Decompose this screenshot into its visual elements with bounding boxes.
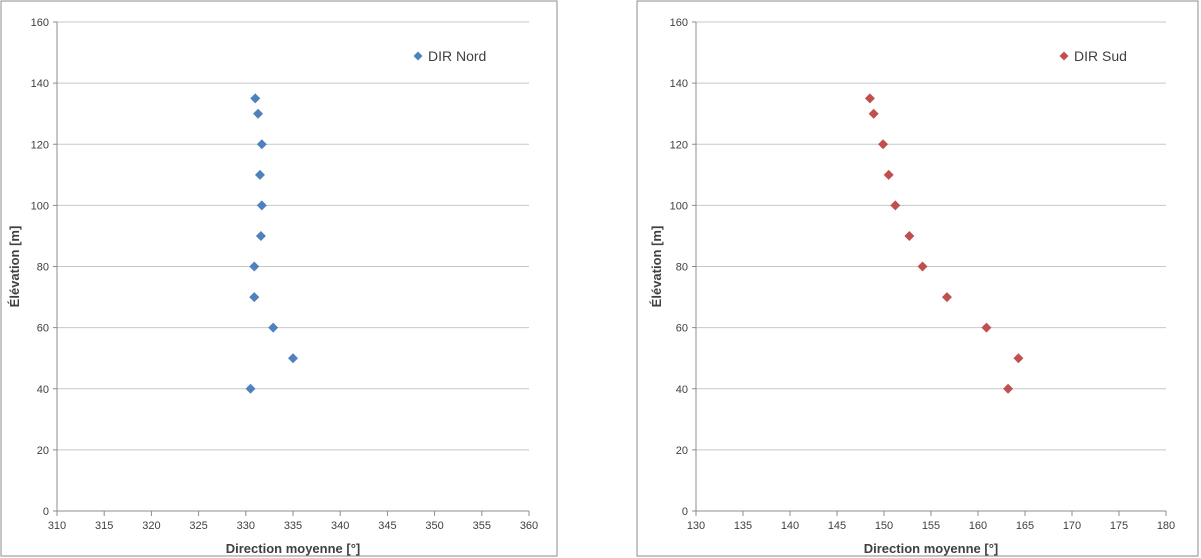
x-tick-label: 335: [284, 520, 302, 532]
x-tick-label: 175: [1110, 520, 1128, 532]
y-tick-label: 100: [31, 200, 49, 212]
x-tick-label: 140: [781, 520, 799, 532]
x-tick-label: 150: [875, 520, 893, 532]
y-tick-label: 120: [670, 139, 688, 151]
data-point: [245, 383, 256, 394]
x-tick-label: 360: [520, 520, 538, 532]
y-tick-label: 100: [670, 200, 688, 212]
y-tick-label: 40: [676, 384, 688, 396]
legend-marker: [1059, 51, 1069, 61]
x-tick-label: 130: [687, 520, 705, 532]
x-tick-label: 345: [378, 520, 396, 532]
data-point: [288, 353, 298, 364]
y-tick-label: 40: [37, 384, 49, 396]
y-tick-label: 60: [37, 323, 49, 335]
x-tick-label: 350: [425, 520, 443, 532]
y-tick-label: 0: [682, 506, 688, 518]
chart-panel-nord: 0 20 40 60 80 100 120 140 160 310 315 320 325 330 335 3…: [0, 0, 560, 558]
data-point: [864, 93, 875, 104]
x-tick-label: 135: [734, 520, 752, 532]
y-tick-label: 20: [676, 445, 688, 457]
y-tick-label: 80: [37, 262, 49, 274]
data-point: [254, 169, 265, 180]
chart-frame: [0, 0, 558, 557]
chart-svg-nord: 0 20 40 60 80 100 120 140 160 310 315 320 325 330 335 3…: [0, 0, 558, 557]
y-tick-label: 80: [676, 262, 688, 274]
data-point: [1013, 353, 1024, 364]
y-tick-label: 140: [31, 78, 49, 90]
legend-label: DIR Sud: [1074, 48, 1127, 64]
data-point: [883, 169, 894, 180]
data-point: [249, 292, 260, 303]
data-point: [904, 230, 915, 241]
x-tick-label: 330: [237, 520, 255, 532]
data-point: [890, 200, 901, 211]
y-tick-label: 0: [43, 506, 49, 518]
x-tick-label: 165: [1016, 520, 1034, 532]
y-tick-label: 120: [31, 139, 49, 151]
x-tick-label: 155: [922, 520, 940, 532]
y-tick-label: 160: [670, 17, 688, 29]
x-tick-label: 170: [1063, 520, 1081, 532]
legend-marker: [413, 51, 423, 61]
x-tick-label: 180: [1157, 520, 1175, 532]
data-point: [917, 261, 928, 272]
x-tick-label: 145: [828, 520, 846, 532]
x-axis-title: Direction moyenne [°]: [864, 541, 999, 556]
chart-panel-sud: 0 20 40 60 80 100 120 140 160 130 135 140 145 150 155 1…: [636, 0, 1201, 558]
x-tick-label: 315: [95, 520, 113, 532]
y-tick-label: 160: [31, 17, 49, 29]
data-point: [981, 322, 992, 333]
data-point: [268, 322, 279, 333]
data-point: [255, 230, 266, 241]
y-axis-title: Élévation [m]: [649, 226, 664, 308]
y-tick-label: 20: [37, 445, 49, 457]
x-tick-label: 160: [969, 520, 987, 532]
data-point: [256, 139, 267, 150]
x-axis-title: Direction moyenne [°]: [226, 541, 361, 556]
data-point: [249, 261, 260, 272]
data-point: [253, 108, 264, 119]
data-point: [868, 108, 879, 119]
chart-svg-sud: 0 20 40 60 80 100 120 140 160 130 135 140 145 150 155 1…: [636, 0, 1199, 557]
x-tick-label: 320: [142, 520, 160, 532]
legend-label: DIR Nord: [428, 48, 486, 64]
data-point: [1003, 383, 1014, 394]
data-point: [941, 292, 952, 303]
x-tick-label: 310: [48, 520, 66, 532]
x-tick-label: 340: [331, 520, 349, 532]
x-tick-label: 355: [473, 520, 491, 532]
data-point: [250, 93, 261, 104]
chart-frame: [636, 0, 1199, 557]
x-tick-label: 325: [189, 520, 207, 532]
y-axis-title: Élévation [m]: [7, 226, 22, 308]
data-point: [878, 139, 889, 150]
y-tick-label: 140: [670, 78, 688, 90]
data-point: [256, 200, 267, 211]
y-tick-label: 60: [676, 323, 688, 335]
